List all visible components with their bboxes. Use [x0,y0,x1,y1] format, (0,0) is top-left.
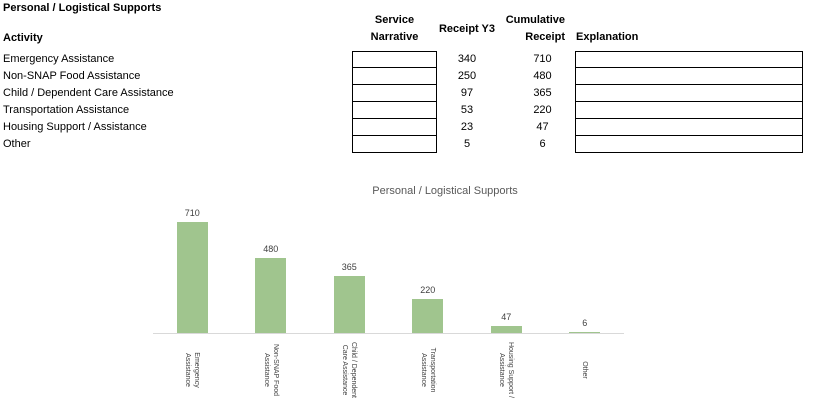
bar-value-label: 710 [184,208,200,218]
cumulative-header-line1: Cumulative [505,14,565,26]
receipt-y3-cell[interactable]: 53 [460,104,474,116]
explanation-cell[interactable] [575,51,803,68]
activity-cell: Emergency Assistance [3,53,115,65]
category-tick-line: Emergency [193,352,201,388]
bar-value-label: 480 [263,244,279,254]
bar-value-label: 220 [420,285,436,295]
cumulative-receipt-cell[interactable]: 47 [536,121,549,133]
bar-5[interactable] [490,326,522,333]
column-header-activity: Activity [3,32,43,44]
bar-1[interactable] [176,222,208,333]
column-header-cumulative-receipt: Cumulative Receipt [480,12,565,46]
cumulative-receipt-cell[interactable]: 480 [533,70,552,82]
bar-2[interactable] [255,258,287,333]
bar-3[interactable] [333,276,365,333]
cumulative-receipt-cell[interactable]: 365 [533,87,552,99]
explanation-cell[interactable] [575,102,803,119]
column-header-explanation: Explanation [576,31,639,43]
explanation-cell[interactable] [575,136,803,153]
chart-title: Personal / Logistical Supports [372,185,518,197]
service-narrative-cell[interactable] [352,51,437,68]
explanation-cell[interactable] [575,85,803,102]
category-tick-label: Housing Support / Assistance [497,337,515,403]
bar-value-label: 6 [582,318,588,328]
explanation-column [575,51,803,153]
explanation-cell[interactable] [575,68,803,85]
receipt-y3-cell[interactable]: 340 [457,53,477,65]
receipt-y3-cell[interactable]: 5 [463,138,471,150]
activity-cell: Transportation Assistance [3,104,130,116]
bar-value-label: 365 [341,262,357,272]
section-title: Personal / Logistical Supports [3,2,162,14]
bar-value-label: 47 [501,312,512,322]
column-header-service-narrative: Service Narrative [352,12,437,46]
column-header-receipt-y3: Receipt Y3 [438,23,496,35]
activity-cell: Housing Support / Assistance [3,121,147,133]
service-narrative-header-line2: Narrative [370,31,419,43]
receipt-y3-cell[interactable]: 23 [460,121,474,133]
category-tick-line: Non-SNAP Food [271,343,279,396]
category-tick-line: Assistance [184,353,192,387]
cumulative-receipt-cell[interactable]: 710 [533,53,552,65]
category-tick-line: Care Assistance [341,344,349,396]
category-tick-label: Non-SNAP Food Assistance [262,337,280,403]
receipt-y3-column: 340 250 97 53 23 5 [437,51,497,153]
activity-column: Emergency Assistance Non-SNAP Food Assist… [3,51,343,153]
activity-cell: Non-SNAP Food Assistance [3,70,141,82]
cumulative-receipt-column: 710 480 365 220 47 6 [510,51,575,153]
category-tick-label: Emergency Assistance [183,337,201,403]
bar-6[interactable] [569,332,601,333]
service-narrative-header-line1: Service [374,14,415,26]
receipt-y3-cell[interactable]: 250 [457,70,477,82]
category-tick-line: Assistance [262,353,270,387]
x-axis-line [153,333,624,334]
category-tick-line: Housing Support / [507,341,515,399]
service-narrative-cell[interactable] [352,85,437,102]
activity-cell: Child / Dependent Care Assistance [3,87,174,99]
service-narrative-column [352,51,437,153]
category-tick-line: Assistance [419,353,427,387]
category-tick-line: Assistance [498,353,506,387]
category-tick-label: Child / Dependent Care Assistance [340,337,358,403]
receipt-y3-cell[interactable]: 97 [460,87,474,99]
activity-cell: Other [3,138,31,150]
service-narrative-cell[interactable] [352,68,437,85]
bar-4[interactable] [412,299,444,333]
category-tick-line: Other [581,361,589,379]
cumulative-receipt-cell[interactable]: 6 [539,138,546,150]
cumulative-receipt-cell[interactable]: 220 [533,104,552,116]
service-narrative-cell[interactable] [352,102,437,119]
cumulative-header-line2: Receipt [525,31,565,43]
service-narrative-cell[interactable] [352,119,437,136]
category-tick-line: Child / Dependent [350,341,358,399]
explanation-cell[interactable] [575,119,803,136]
category-tick-label: Other [580,337,589,403]
category-tick-label: Transportation Assistance [419,337,437,403]
category-tick-line: Transportation [428,347,436,393]
service-narrative-cell[interactable] [352,136,437,153]
